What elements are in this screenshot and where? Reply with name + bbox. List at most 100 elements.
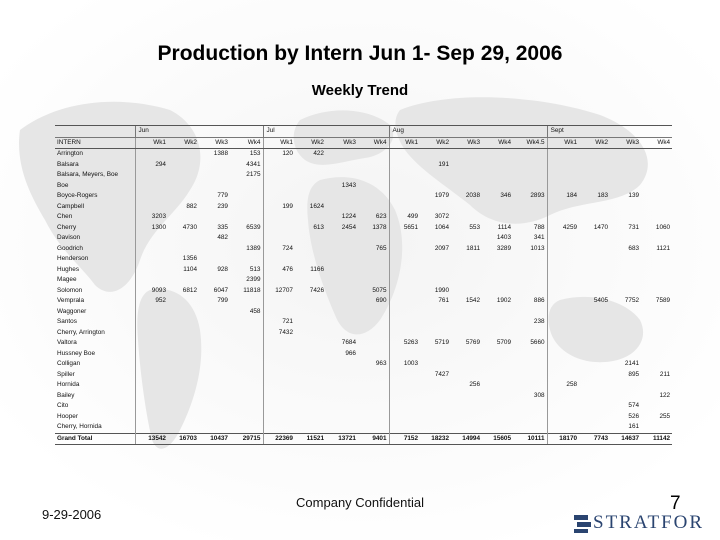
- value-cell: [641, 191, 672, 202]
- value-cell: [388, 233, 421, 244]
- value-cell: [168, 328, 199, 339]
- intern-name-cell: Henderson: [57, 255, 89, 262]
- value-cell: [230, 202, 263, 213]
- value-cell: 2097: [434, 244, 450, 252]
- value-cell: [326, 202, 358, 213]
- value-cell: [295, 275, 326, 286]
- value-cell: 5719: [434, 339, 450, 346]
- value-cell: [451, 370, 482, 381]
- value-cell: [546, 148, 580, 160]
- value-cell: 6047: [213, 286, 228, 294]
- value-cell: [326, 275, 358, 286]
- value-cell: [168, 275, 199, 286]
- value-cell: 7684: [341, 339, 356, 346]
- value-cell: [199, 328, 230, 339]
- value-cell: [579, 380, 610, 391]
- value-cell: [513, 149, 547, 160]
- value-cell: [513, 380, 547, 391]
- value-cell: [358, 307, 389, 318]
- value-cell: [482, 170, 513, 181]
- value-cell: [134, 390, 168, 401]
- value-cell: [262, 159, 295, 170]
- value-cell: [513, 170, 547, 181]
- value-cell: [358, 275, 389, 286]
- value-cell: 513: [249, 265, 261, 273]
- value-cell: [168, 370, 199, 381]
- value-cell: [579, 286, 610, 297]
- value-cell: [641, 160, 672, 171]
- value-cell: [641, 380, 672, 391]
- value-cell: 731: [628, 223, 640, 231]
- value-cell: [134, 317, 168, 328]
- value-cell: [546, 390, 580, 401]
- value-cell: 4341: [246, 160, 261, 168]
- week-header: Wk4: [230, 137, 263, 149]
- intern-name-cell: Vemprala: [57, 297, 84, 304]
- value-cell: 183: [597, 192, 609, 199]
- value-cell: 294: [134, 159, 168, 170]
- value-cell: 886: [533, 297, 545, 304]
- value-cell: [388, 159, 421, 170]
- value-cell: 4730: [182, 223, 197, 231]
- value-cell: 5660: [530, 339, 545, 346]
- value-cell: [295, 244, 326, 255]
- value-cell: [641, 212, 672, 223]
- table-row: Valtora 7684 5263 5719 5769 5709 5660: [55, 338, 672, 349]
- intern-name-cell: Chen: [57, 213, 73, 220]
- value-cell: 623: [375, 213, 387, 220]
- footer-date: 9-29-2006: [42, 507, 102, 522]
- table-row: Goodrich 1389 724 765 2097 1811 3289 1013 683 112…: [55, 243, 672, 255]
- value-cell: [262, 212, 295, 223]
- value-cell: [546, 159, 580, 170]
- value-cell: 5075: [372, 286, 387, 294]
- value-cell: 153: [249, 150, 261, 157]
- value-cell: 553: [469, 223, 481, 231]
- value-cell: [295, 391, 326, 402]
- value-cell: 2175: [246, 171, 261, 178]
- value-cell: [546, 180, 580, 191]
- value-cell: 9093: [134, 285, 168, 296]
- value-cell: [641, 233, 672, 244]
- value-cell: [358, 380, 389, 391]
- value-cell: [641, 359, 672, 370]
- value-cell: [326, 307, 358, 318]
- value-cell: 482: [217, 234, 228, 241]
- value-cell: [199, 401, 230, 412]
- value-cell: [230, 328, 263, 339]
- value-cell: [262, 390, 295, 401]
- value-cell: [168, 338, 199, 349]
- value-cell: [230, 212, 263, 223]
- value-cell: [579, 307, 610, 318]
- value-cell: [262, 380, 295, 391]
- value-cell: 882: [186, 202, 197, 210]
- value-cell: [546, 254, 580, 265]
- intern-name-cell: Santos: [57, 318, 77, 325]
- value-cell: [168, 401, 199, 412]
- value-cell: 1979: [434, 192, 450, 199]
- value-cell: [262, 411, 295, 422]
- value-cell: [295, 401, 326, 412]
- intern-name-cell: Magee: [57, 276, 77, 283]
- table-body: Arrington 1388 153 120 422 Balsara 294 4341 191 B…: [55, 148, 673, 445]
- value-cell: [326, 233, 358, 244]
- month-aug: Aug: [388, 125, 548, 138]
- value-cell: [546, 296, 580, 307]
- value-cell: [579, 181, 610, 192]
- value-cell: [579, 338, 610, 349]
- value-cell: [262, 191, 295, 202]
- value-cell: [134, 411, 168, 422]
- value-cell: [513, 307, 547, 318]
- value-cell: [199, 254, 230, 265]
- value-cell: 1300: [134, 222, 168, 233]
- value-cell: [230, 296, 263, 307]
- table-row: Balsara, Meyers, Boe 2175: [55, 170, 672, 181]
- value-cell: [262, 422, 295, 433]
- week-header: Wk2: [420, 137, 452, 149]
- week-header: Wk3: [199, 137, 230, 149]
- value-cell: [610, 212, 641, 223]
- value-cell: [451, 202, 482, 213]
- value-cell: [326, 244, 358, 255]
- value-cell: [482, 181, 513, 192]
- value-cell: [295, 328, 326, 339]
- value-cell: [358, 170, 389, 181]
